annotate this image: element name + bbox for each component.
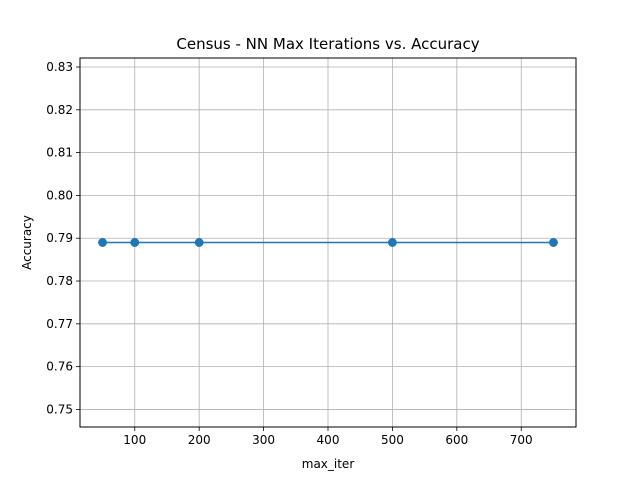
series-layer xyxy=(98,238,558,247)
data-point xyxy=(98,238,107,247)
x-tick-label: 600 xyxy=(445,433,468,447)
data-point xyxy=(130,238,140,247)
y-tick-label: 0.77 xyxy=(46,317,73,331)
data-point xyxy=(194,238,204,247)
y-tick-label: 0.75 xyxy=(46,402,73,416)
data-point xyxy=(549,238,558,247)
chart-title: Census - NN Max Iterations vs. Accuracy xyxy=(176,35,479,53)
y-tick-label: 0.76 xyxy=(46,360,73,374)
tick-layer: 100 200 300 400 500 600 700 0.75 0.76 0.77 0.78 0.7… xyxy=(46,60,532,447)
y-axis-label: Accuracy xyxy=(20,215,34,270)
y-tick-label: 0.81 xyxy=(46,146,73,160)
y-tick-label: 0.79 xyxy=(46,231,73,245)
x-tick-label: 700 xyxy=(510,433,533,447)
x-tick-label: 200 xyxy=(188,433,211,447)
x-axis-label: max_iter xyxy=(302,457,355,471)
x-tick-label: 400 xyxy=(317,433,340,447)
x-tick-label: 500 xyxy=(381,433,404,447)
y-tick-label: 0.78 xyxy=(46,274,73,288)
data-point xyxy=(387,238,397,247)
y-tick-label: 0.83 xyxy=(46,60,73,74)
x-tick-label: 300 xyxy=(252,433,275,447)
y-tick-label: 0.82 xyxy=(46,103,73,117)
y-tick-label: 0.80 xyxy=(46,188,73,202)
x-tick-label: 100 xyxy=(123,433,146,447)
